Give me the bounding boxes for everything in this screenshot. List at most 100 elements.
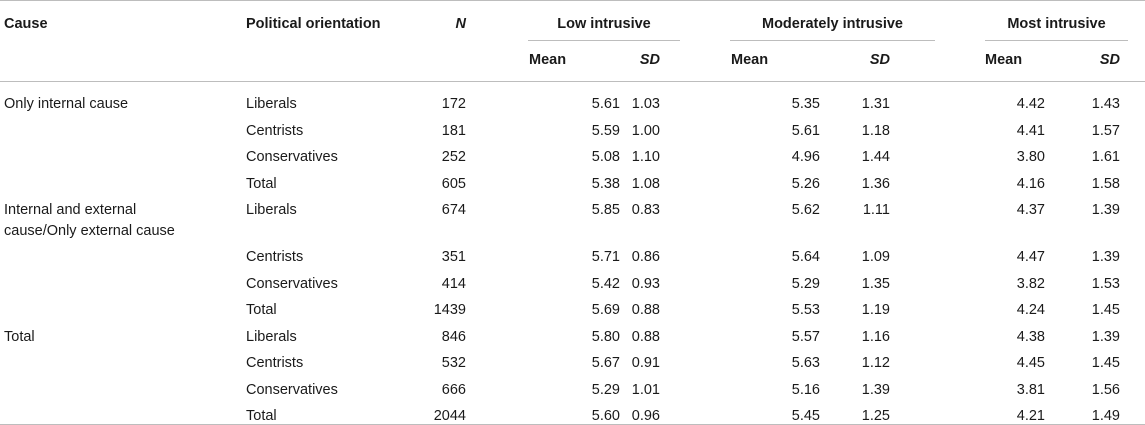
header-mean-low: Mean <box>529 52 567 68</box>
cell-n: 1439 <box>433 302 466 318</box>
cell-orientation: Liberals <box>246 329 297 345</box>
cell-most-sd: 1.53 <box>1091 276 1120 292</box>
cell-low-sd: 1.03 <box>631 96 660 112</box>
cell-most-sd: 1.43 <box>1091 96 1120 112</box>
cell-moderate-mean: 5.63 <box>791 355 820 371</box>
cell-most-sd: 1.39 <box>1091 202 1120 218</box>
cell-moderate-mean: 5.53 <box>791 302 820 318</box>
cause-label: Internal and external cause/Only externa… <box>4 202 175 239</box>
header-group-moderate: Moderately intrusive <box>761 16 903 32</box>
cell-n: 2044 <box>433 408 466 424</box>
cell-low-mean: 5.80 <box>591 329 620 345</box>
cell-most-mean: 4.24 <box>1016 302 1045 318</box>
cell-moderate-sd: 1.31 <box>861 96 890 112</box>
cell-most-sd: 1.39 <box>1091 329 1120 345</box>
cell-low-sd: 1.00 <box>631 123 660 139</box>
cell-moderate-sd: 1.44 <box>861 149 890 165</box>
cell-low-mean: 5.42 <box>591 276 620 292</box>
cell-low-mean: 5.67 <box>591 355 620 371</box>
cell-orientation: Total <box>246 302 277 318</box>
group-rule-moderate <box>730 40 935 41</box>
cell-orientation: Total <box>246 176 277 192</box>
header-sd-low: SD <box>639 52 660 68</box>
cell-low-sd: 0.86 <box>631 249 660 265</box>
header-bottom-rule <box>0 81 1145 82</box>
cell-most-mean: 4.47 <box>1016 249 1045 265</box>
cell-low-mean: 5.69 <box>591 302 620 318</box>
cell-most-mean: 3.82 <box>1016 276 1045 292</box>
cell-most-sd: 1.39 <box>1091 249 1120 265</box>
cell-moderate-sd: 1.35 <box>861 276 890 292</box>
cell-orientation: Centrists <box>246 123 304 139</box>
header-sd-most: SD <box>1099 52 1120 68</box>
cell-low-mean: 5.29 <box>591 382 620 398</box>
cell-most-sd: 1.56 <box>1091 382 1120 398</box>
cell-most-mean: 4.21 <box>1016 408 1045 424</box>
cell-moderate-mean: 5.64 <box>791 249 820 265</box>
cell-most-sd: 1.61 <box>1091 149 1120 165</box>
cell-moderate-mean: 5.61 <box>791 123 820 139</box>
cell-moderate-sd: 1.39 <box>861 382 890 398</box>
cell-most-mean: 4.38 <box>1016 329 1045 345</box>
cell-n: 605 <box>441 176 466 192</box>
cell-most-mean: 3.81 <box>1016 382 1045 398</box>
cell-n: 252 <box>441 149 466 165</box>
group-rule-low <box>528 40 680 41</box>
cell-orientation: Liberals <box>246 202 297 218</box>
cell-most-sd: 1.45 <box>1091 302 1120 318</box>
cell-n: 846 <box>441 329 466 345</box>
cell-moderate-sd: 1.36 <box>861 176 890 192</box>
cell-orientation: Centrists <box>246 249 304 265</box>
cell-moderate-sd: 1.12 <box>861 355 890 371</box>
cell-n: 414 <box>441 276 466 292</box>
cell-most-mean: 4.16 <box>1016 176 1045 192</box>
cell-most-mean: 3.80 <box>1016 149 1045 165</box>
header-group-low: Low intrusive <box>557 16 651 32</box>
cell-low-sd: 0.83 <box>631 202 660 218</box>
cell-moderate-mean: 5.26 <box>791 176 820 192</box>
cell-low-mean: 5.61 <box>591 96 620 112</box>
cell-low-mean: 5.60 <box>591 408 620 424</box>
cell-moderate-sd: 1.11 <box>862 202 890 218</box>
cell-n: 351 <box>441 249 466 265</box>
cell-moderate-mean: 5.16 <box>791 382 820 398</box>
cell-low-sd: 1.10 <box>631 149 660 165</box>
cell-moderate-mean: 5.35 <box>791 96 820 112</box>
cell-low-sd: 0.93 <box>631 276 660 292</box>
cell-most-sd: 1.45 <box>1091 355 1120 371</box>
cell-most-sd: 1.49 <box>1091 408 1120 424</box>
cell-most-sd: 1.58 <box>1091 176 1120 192</box>
cell-moderate-sd: 1.16 <box>861 329 890 345</box>
header-sd-moderate: SD <box>869 52 890 68</box>
cell-low-sd: 1.08 <box>631 176 660 192</box>
cell-moderate-sd: 1.19 <box>861 302 890 318</box>
cell-low-mean: 5.59 <box>591 123 620 139</box>
table-top-rule <box>0 0 1145 1</box>
cell-n: 674 <box>441 202 466 218</box>
cell-low-mean: 5.71 <box>591 249 620 265</box>
cell-most-mean: 4.37 <box>1016 202 1045 218</box>
cell-moderate-sd: 1.25 <box>861 408 890 424</box>
cell-low-sd: 0.88 <box>631 329 660 345</box>
header-political-orientation: Political orientation <box>246 16 381 32</box>
header-group-most: Most intrusive <box>1007 16 1106 32</box>
cell-n: 172 <box>441 96 466 112</box>
header-mean-most: Mean <box>985 52 1023 68</box>
cell-n: 666 <box>441 382 466 398</box>
cell-low-mean: 5.38 <box>591 176 620 192</box>
cell-n: 532 <box>441 355 466 371</box>
cell-orientation: Conservatives <box>246 149 338 165</box>
cell-n: 181 <box>441 123 466 139</box>
cell-moderate-sd: 1.18 <box>861 123 890 139</box>
cell-moderate-sd: 1.09 <box>861 249 890 265</box>
cell-orientation: Total <box>246 408 277 424</box>
cell-low-sd: 1.01 <box>631 382 660 398</box>
cell-orientation: Conservatives <box>246 276 338 292</box>
cell-most-mean: 4.45 <box>1016 355 1045 371</box>
cell-orientation: Liberals <box>246 96 297 112</box>
group-rule-most <box>985 40 1128 41</box>
cause-label: Total <box>4 329 35 345</box>
header-mean-moderate: Mean <box>731 52 769 68</box>
cell-moderate-mean: 5.57 <box>791 329 820 345</box>
